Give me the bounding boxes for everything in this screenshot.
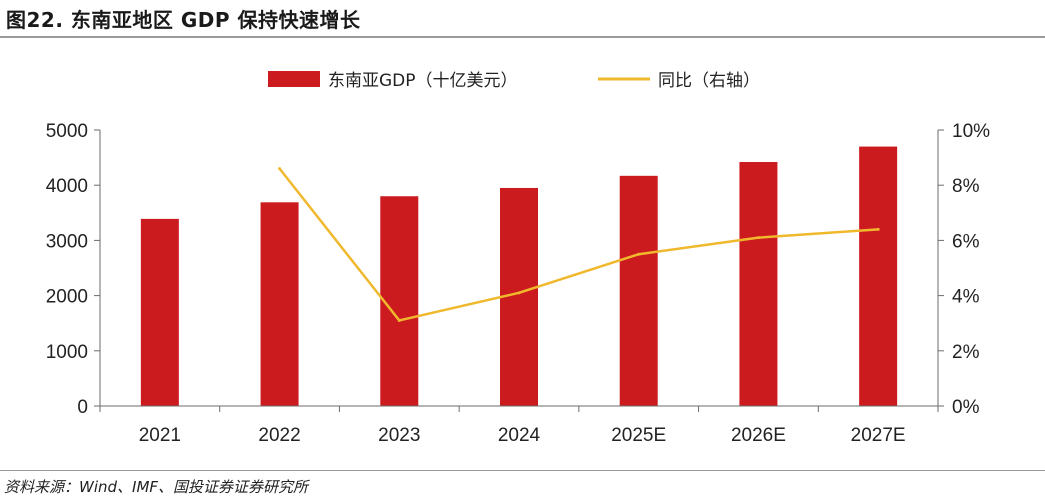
- right-tick-label: 4%: [952, 287, 980, 308]
- right-tick-label: 0%: [952, 397, 980, 418]
- bar: [140, 218, 179, 406]
- yoy-point: [278, 167, 282, 171]
- source-divider: [0, 470, 1045, 471]
- left-tick-label: 1000: [46, 342, 88, 363]
- x-axis: 2021 2022 2023 2024 2025E 2026E 2027E: [99, 405, 939, 446]
- gdp-chart: 东南亚GDP（十亿美元） 同比（右轴） 0 1000 2000 3000 4000 5000…: [46, 71, 990, 446]
- left-tick-label: 5000: [46, 121, 88, 142]
- x-tick-label: 2027E: [851, 425, 906, 446]
- yoy-point: [876, 227, 880, 231]
- legend: 东南亚GDP（十亿美元） 同比（右轴）: [268, 71, 760, 91]
- left-tick-label: 3000: [46, 231, 88, 252]
- line-series: [278, 167, 880, 322]
- bar: [619, 175, 658, 406]
- bar: [260, 202, 299, 406]
- title-divider: [0, 36, 1045, 38]
- x-tick-label: 2026E: [731, 425, 786, 446]
- yoy-line: [278, 167, 879, 322]
- x-tick-label: 2021: [139, 425, 181, 446]
- right-tick-label: 2%: [952, 342, 980, 363]
- legend-bar-swatch: [268, 71, 320, 87]
- x-tick-label: 2022: [258, 425, 300, 446]
- bar: [859, 146, 898, 406]
- right-tick-label: 6%: [952, 231, 980, 252]
- right-axis: 0% 2% 4% 6% 8% 10%: [937, 121, 990, 418]
- left-axis: 0 1000 2000 3000 4000 5000: [46, 121, 101, 418]
- left-tick-label: 2000: [46, 287, 88, 308]
- left-tick-label: 4000: [46, 176, 88, 197]
- figure-title: 图22. 东南亚地区 GDP 保持快速增长: [6, 8, 361, 32]
- bar: [380, 196, 419, 406]
- x-tick-label: 2025E: [611, 425, 666, 446]
- legend-bar-label: 东南亚GDP（十亿美元）: [328, 71, 518, 91]
- bar-series: [140, 146, 898, 406]
- yoy-point: [637, 252, 641, 256]
- right-tick-label: 8%: [952, 176, 980, 197]
- left-tick-label: 0: [77, 397, 88, 418]
- legend-line-label: 同比（右轴）: [658, 71, 760, 91]
- source-note: 资料来源：Wind、IMF、国投证券证券研究所: [4, 478, 309, 496]
- yoy-point: [756, 236, 760, 240]
- right-tick-label: 10%: [952, 121, 990, 142]
- yoy-point: [517, 291, 521, 295]
- yoy-point: [397, 318, 401, 322]
- bar: [739, 162, 778, 406]
- x-tick-label: 2024: [498, 425, 541, 446]
- x-tick-label: 2023: [378, 425, 420, 446]
